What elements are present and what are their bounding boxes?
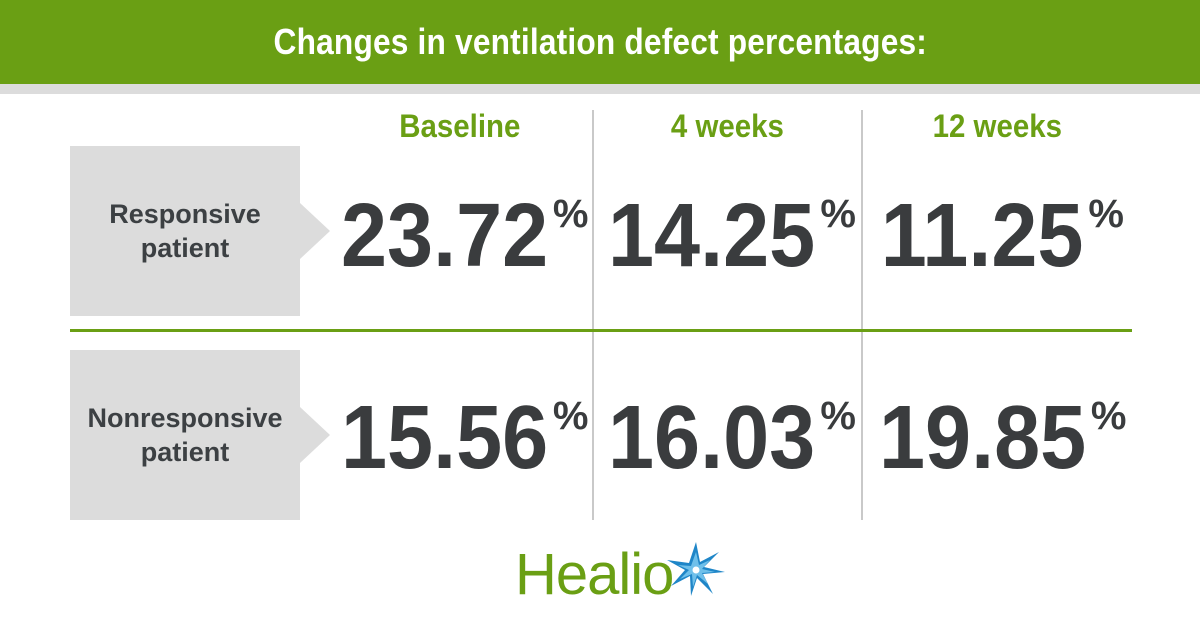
value-nonresponsive-12-weeks: 19.85%	[878, 388, 1127, 488]
row-label-responsive: Responsive patient	[70, 146, 300, 316]
row-label-nonresponsive: Nonresponsive patient	[70, 350, 300, 520]
column-header-12-weeks: 12 weeks	[932, 107, 1063, 144]
value-responsive-12-weeks: 11.25%	[880, 186, 1124, 286]
value-responsive-baseline: 23.72%	[340, 186, 589, 286]
row-label-text: Responsive patient	[109, 199, 261, 263]
value-nonresponsive-4-weeks: 16.03%	[608, 388, 856, 488]
star-burst-icon	[667, 542, 725, 596]
column-divider-2	[861, 110, 863, 520]
value-nonresponsive-baseline: 15.56%	[340, 388, 589, 488]
row-label-text: Nonresponsive patient	[87, 403, 283, 467]
banner-shadow-divider	[0, 84, 1200, 94]
column-divider-1	[592, 110, 594, 520]
row-divider	[70, 329, 1132, 332]
page-title: Changes in ventilation defect percentage…	[273, 21, 927, 62]
column-header-4-weeks: 4 weeks	[671, 107, 784, 144]
logo-wordmark: Healio	[515, 542, 674, 607]
column-header-baseline: Baseline	[399, 107, 521, 144]
title-banner: Changes in ventilation defect percentage…	[0, 0, 1200, 84]
value-responsive-4-weeks: 14.25%	[608, 186, 856, 286]
healio-logo: Healio	[515, 538, 725, 608]
